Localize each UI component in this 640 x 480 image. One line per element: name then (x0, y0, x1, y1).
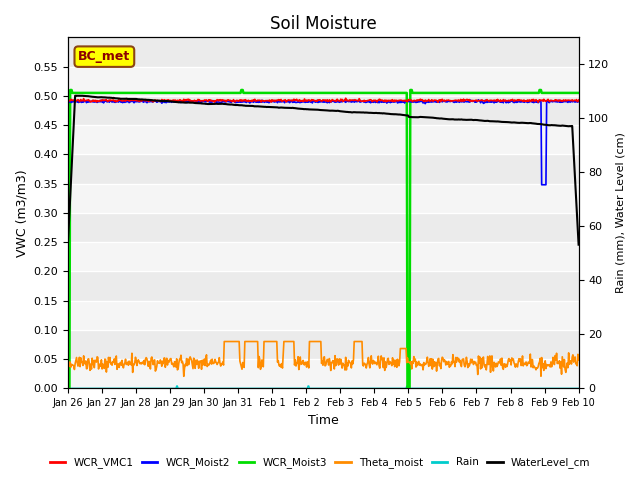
WaterLevel_cm (205, 101, 213, 107)
WCR_Moist3 (67, 87, 74, 93)
Bar (68, 183, 579, 213)
WaterLevel_cm (74, 93, 82, 99)
Bar (68, 242, 579, 271)
Theta_moist (180, 373, 188, 379)
Theta_moist (387, 360, 394, 365)
WaterLevel_cm (401, 112, 408, 118)
Rain (575, 385, 582, 391)
WCR_VMC1 (205, 97, 212, 103)
Legend: WCR_VMC1, WCR_Moist2, WCR_Moist3, Theta_moist, Rain, WaterLevel_cm: WCR_VMC1, WCR_Moist2, WCR_Moist3, Theta_… (45, 453, 595, 472)
WCR_VMC1 (126, 97, 134, 103)
WCR_Moist2 (205, 98, 212, 104)
WCR_Moist3 (401, 90, 408, 96)
WCR_Moist3 (74, 90, 82, 96)
Rain (179, 385, 186, 391)
WCR_VMC1 (434, 99, 442, 105)
Line: WCR_Moist3: WCR_Moist3 (68, 90, 579, 388)
Y-axis label: Rain (mm), Water Level (cm): Rain (mm), Water Level (cm) (615, 132, 625, 293)
Bar (68, 300, 579, 330)
WCR_Moist2 (538, 182, 545, 188)
Text: BC_met: BC_met (78, 50, 131, 63)
Theta_moist (178, 360, 186, 366)
WCR_VMC1 (342, 96, 349, 101)
Bar (68, 67, 579, 96)
Rain (205, 385, 213, 391)
Theta_moist (74, 360, 81, 365)
Rain (173, 383, 180, 389)
Bar (68, 125, 579, 155)
Line: WaterLevel_cm: WaterLevel_cm (68, 96, 579, 245)
Rain (386, 385, 394, 391)
Theta_moist (126, 361, 134, 367)
Line: WCR_VMC1: WCR_VMC1 (68, 98, 579, 102)
WCR_Moist2 (385, 99, 393, 105)
Theta_moist (401, 346, 409, 351)
Line: WCR_Moist2: WCR_Moist2 (68, 100, 579, 185)
WaterLevel_cm (64, 239, 72, 245)
Title: Soil Moisture: Soil Moisture (270, 15, 377, 33)
WCR_Moist2 (64, 99, 72, 105)
WCR_Moist2 (475, 97, 483, 103)
Theta_moist (64, 360, 72, 366)
WCR_Moist3 (386, 90, 394, 96)
WCR_Moist3 (64, 385, 72, 391)
Rain (401, 385, 408, 391)
WaterLevel_cm (179, 99, 186, 105)
Rain (74, 385, 81, 391)
Bar (68, 359, 579, 388)
X-axis label: Time: Time (308, 414, 339, 427)
Theta_moist (220, 339, 228, 345)
WaterLevel_cm (575, 242, 582, 248)
WCR_Moist2 (178, 99, 186, 105)
WCR_Moist3 (205, 90, 213, 96)
WCR_VMC1 (178, 98, 186, 104)
WCR_Moist3 (575, 90, 582, 96)
WCR_VMC1 (74, 97, 81, 103)
WCR_Moist2 (575, 98, 582, 104)
WCR_VMC1 (386, 98, 394, 104)
WCR_VMC1 (64, 98, 72, 104)
WaterLevel_cm (72, 93, 79, 98)
Rain (64, 385, 72, 391)
Line: Rain: Rain (68, 386, 579, 388)
Theta_moist (575, 357, 582, 363)
WCR_Moist3 (127, 90, 134, 96)
Theta_moist (205, 361, 213, 367)
Line: Theta_moist: Theta_moist (68, 342, 579, 376)
WaterLevel_cm (127, 96, 134, 102)
WCR_VMC1 (575, 97, 582, 103)
WCR_Moist2 (126, 99, 134, 105)
Rain (126, 385, 134, 391)
WCR_VMC1 (401, 98, 408, 104)
WCR_Moist3 (179, 90, 186, 96)
WCR_Moist2 (400, 98, 408, 104)
Y-axis label: VWC (m3/m3): VWC (m3/m3) (15, 169, 28, 257)
WCR_Moist2 (74, 99, 81, 105)
WaterLevel_cm (386, 111, 394, 117)
